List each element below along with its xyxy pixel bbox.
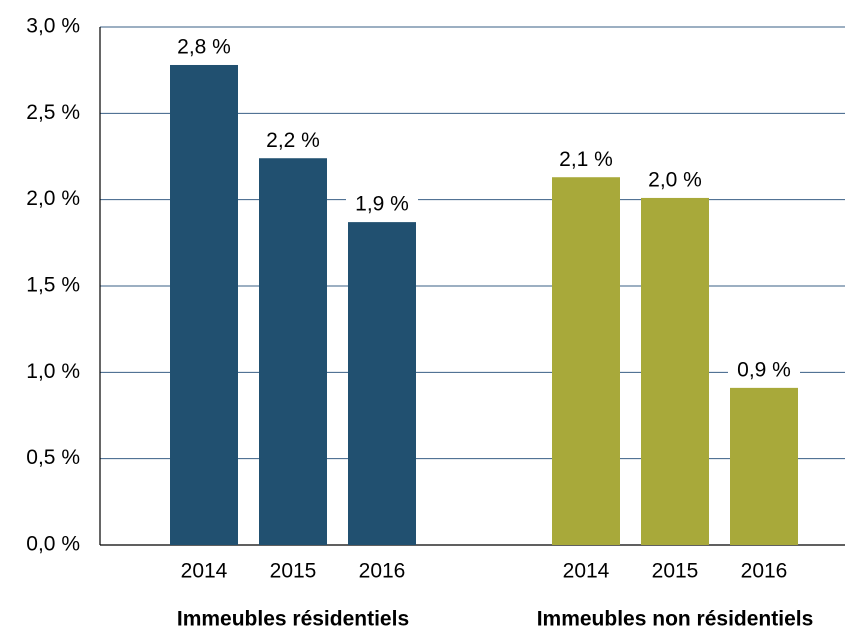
value-label-bg: [639, 167, 711, 192]
y-tick-label: 1,0 %: [26, 360, 80, 383]
bar: [552, 177, 620, 545]
value-label-bg: [257, 128, 329, 153]
y-tick-label: 2,5 %: [26, 101, 80, 124]
value-label: 2,2 %: [266, 129, 320, 152]
group-label: Immeubles résidentiels: [177, 608, 409, 631]
value-label-bg: [550, 147, 622, 172]
y-tick-label: 0,0 %: [26, 533, 80, 556]
y-tick-label: 0,5 %: [26, 446, 80, 469]
bar: [641, 197, 709, 545]
group-label: Immeubles non résidentiels: [537, 608, 814, 631]
y-tick-label: 2,0 %: [26, 187, 80, 210]
bar: [348, 222, 416, 545]
value-label-bg: [728, 357, 800, 382]
x-tick-label: 2016: [359, 560, 406, 583]
value-label: 1,9 %: [355, 193, 409, 216]
x-tick-label: 2014: [563, 560, 610, 583]
value-label-bg: [168, 34, 240, 59]
value-label: 2,1 %: [559, 148, 613, 171]
value-label-bg: [346, 192, 418, 217]
bar: [170, 64, 238, 545]
y-tick-label: 1,5 %: [26, 274, 80, 297]
value-label: 0,9 %: [737, 358, 791, 381]
value-label: 2,0 %: [648, 168, 702, 191]
x-tick-label: 2015: [270, 560, 317, 583]
bar: [259, 158, 327, 545]
y-tick-label: 3,0 %: [26, 15, 80, 38]
x-tick-label: 2014: [181, 560, 228, 583]
x-tick-label: 2015: [652, 560, 699, 583]
x-tick-label: 2016: [741, 560, 788, 583]
value-label: 2,8 %: [177, 36, 231, 59]
bar: [730, 387, 798, 545]
